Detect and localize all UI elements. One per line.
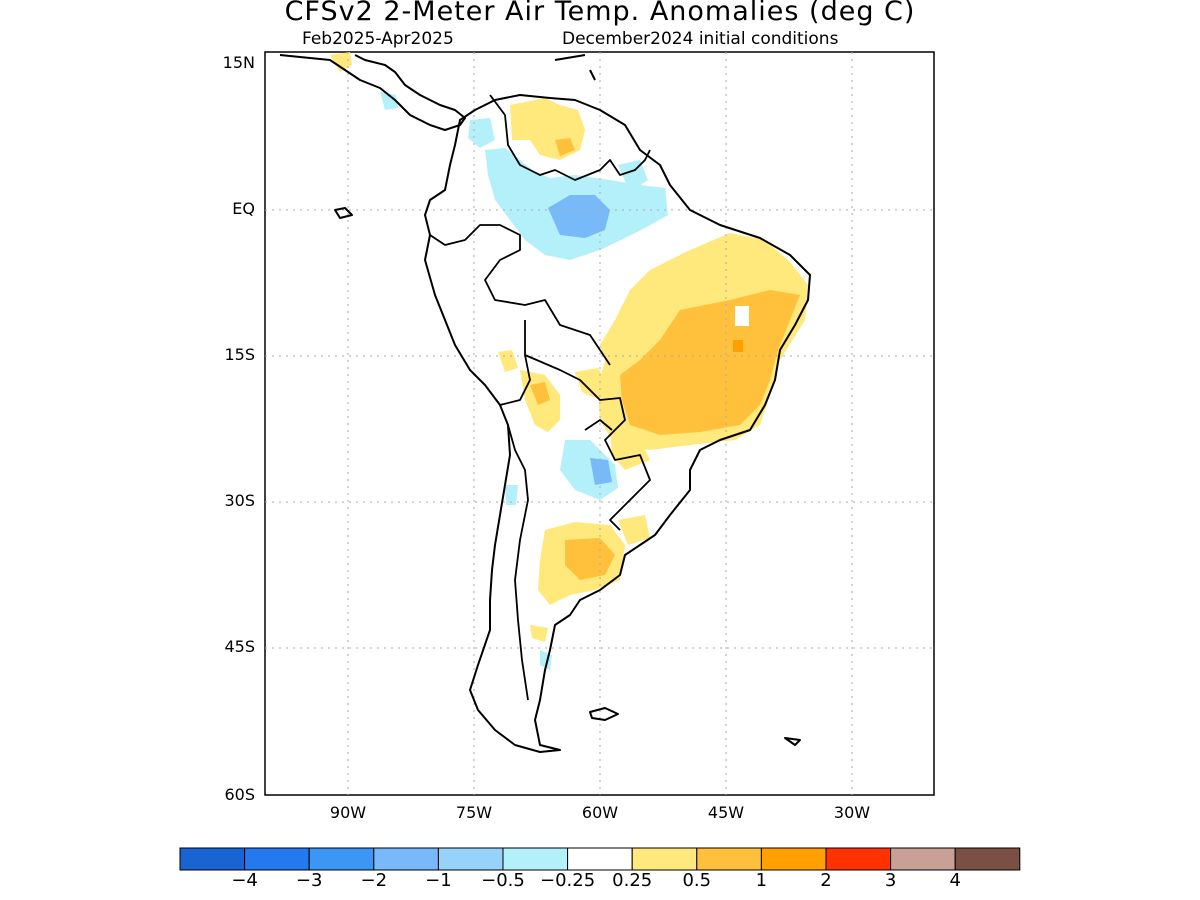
forecast-period: Feb2025-Apr2025 <box>302 29 454 49</box>
central-america-coastline <box>279 54 466 131</box>
caribbean-islands <box>554 54 596 81</box>
color-bar-swatch <box>631 847 698 871</box>
cool-anomaly-north-argentina-core <box>590 458 612 485</box>
color-bar-label: −0.5 <box>481 870 525 891</box>
color-bar-swatch <box>502 847 569 871</box>
warm-anomaly-patagonia <box>530 625 548 642</box>
country-borders <box>429 94 651 701</box>
lon-label-45w: 45W <box>707 803 745 822</box>
lon-label-75w: 75W <box>455 803 493 822</box>
cool-anomaly-north-argentina <box>560 440 618 500</box>
warm-anomaly-uruguay <box>618 515 650 545</box>
color-bar-swatch <box>373 847 439 871</box>
lon-label-90w: 90W <box>329 803 367 822</box>
lon-label-60w: 60W <box>581 803 619 822</box>
lon-label-30w: 30W <box>833 803 871 822</box>
warm-anomaly-spot <box>733 340 743 352</box>
warm-anomaly-paraguay <box>610 430 650 470</box>
cool-anomaly-chile-north <box>505 485 518 505</box>
color-bar-swatch <box>437 847 504 871</box>
cool-anomaly-amazon-core <box>548 195 610 238</box>
color-bar-label: −1 <box>425 870 452 891</box>
warm-anomaly-central-argentina-core <box>565 538 615 580</box>
color-bar-swatch <box>954 847 1021 871</box>
initial-conditions: December2024 initial conditions <box>562 29 839 49</box>
lat-label-60s: 60S <box>224 785 255 804</box>
color-bar-label: 3 <box>884 870 897 891</box>
color-bar-swatch <box>696 847 762 871</box>
color-bar-swatch <box>179 847 246 871</box>
color-bar-swatch <box>890 847 956 871</box>
color-bar-label: 4 <box>949 870 961 891</box>
color-bar-swatch <box>825 847 892 871</box>
warm-anomaly-central-america <box>330 52 352 72</box>
color-bar-label: 0.25 <box>612 870 653 891</box>
lat-label-30s: 30S <box>224 491 255 510</box>
color-bar-label: 1 <box>755 870 768 891</box>
color-bar-label: 0.5 <box>682 870 712 891</box>
color-bar <box>179 847 1021 871</box>
south-georgia <box>784 737 801 746</box>
south-america-coastline <box>424 94 811 753</box>
cool-anomaly-colombia <box>468 118 495 148</box>
color-bar-swatch <box>308 847 375 871</box>
coastlines <box>279 54 811 753</box>
lat-label-15s: 15S <box>224 345 255 364</box>
cool-anomaly-central-america <box>380 92 398 110</box>
color-bar-swatch <box>244 847 310 871</box>
warm-anomaly-core <box>620 290 800 435</box>
color-bar-swatch <box>567 847 633 871</box>
lat-label-45s: 45S <box>224 637 255 656</box>
anomaly-fills <box>330 52 808 670</box>
lat-label-15n: 15N <box>222 53 255 72</box>
color-bar-label: 2 <box>820 870 832 891</box>
color-bar-label: −4 <box>231 870 258 891</box>
graticule <box>265 52 934 795</box>
color-bar-swatch <box>760 847 827 871</box>
cool-anomaly-guianas <box>618 160 648 192</box>
neutral-hole <box>735 306 749 326</box>
falkland-islands <box>589 707 619 721</box>
galapagos <box>334 207 353 219</box>
warm-anomaly-venezuela-core <box>555 138 575 156</box>
color-bar-label: −2 <box>360 870 388 891</box>
color-bar-label: −3 <box>295 870 323 891</box>
color-bar-label: −0.25 <box>540 870 596 891</box>
map-title: CFSv2 2-Meter Air Temp. Anomalies (deg C… <box>284 0 916 27</box>
warm-anomaly-bolivia-core <box>530 382 550 405</box>
lat-label-eq: EQ <box>232 199 255 218</box>
warm-anomaly-chaco <box>575 368 612 400</box>
